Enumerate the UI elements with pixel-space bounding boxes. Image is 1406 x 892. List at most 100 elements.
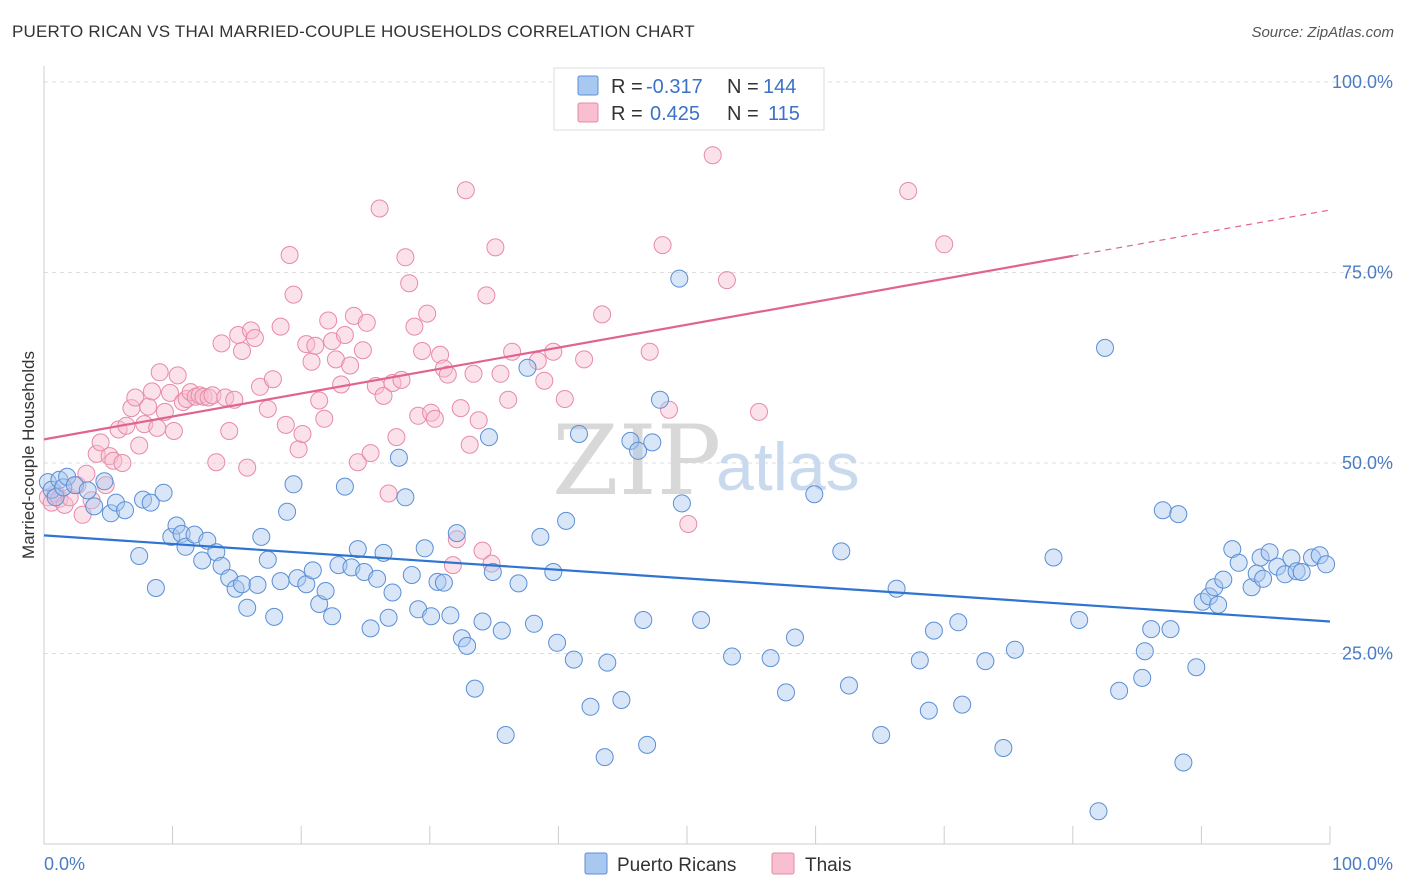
point-thai-22 [139, 397, 158, 416]
point-puerto-rican-91 [670, 269, 689, 288]
y-tick-label-2: 75.0% [1342, 263, 1393, 283]
x-tick-label-min: 0.0% [44, 854, 85, 874]
point-puerto-rican-43 [323, 607, 342, 626]
point-puerto-rican-104 [919, 701, 938, 720]
point-thai-118 [899, 182, 918, 200]
legend-r-label-pink: R = [611, 103, 643, 125]
point-puerto-rican-121 [1169, 505, 1188, 524]
point-puerto-rican-126 [1205, 578, 1224, 597]
point-puerto-rican-59 [422, 607, 441, 626]
point-thai-94 [456, 181, 475, 200]
point-thai-53 [280, 246, 299, 264]
point-thai-107 [544, 342, 563, 361]
bottom-legend-label-puerto-ricans: Puerto Ricans [617, 855, 736, 876]
point-thai-95 [460, 435, 479, 454]
point-puerto-rican-94 [723, 647, 741, 666]
point-puerto-rican-139 [1287, 562, 1306, 581]
point-thai-103 [499, 390, 518, 409]
point-puerto-rican-9 [95, 472, 114, 491]
trendline-thais [43, 254, 1073, 441]
point-puerto-rican-85 [621, 431, 640, 450]
point-thai-66 [335, 326, 354, 344]
point-thai-45 [238, 458, 257, 477]
bottom-legend-swatch-blue [584, 852, 608, 875]
trendlines [43, 209, 1331, 623]
point-thai-49 [258, 399, 277, 418]
point-puerto-rican-41 [310, 595, 329, 613]
point-thai-106 [535, 371, 554, 390]
x-tick-labels: 0.0% 100.0% [44, 854, 1393, 874]
point-puerto-rican-53 [383, 583, 402, 602]
point-puerto-rican-81 [581, 697, 600, 716]
point-puerto-rican-122 [1174, 753, 1193, 772]
point-puerto-rican-35 [271, 572, 290, 591]
point-puerto-rican-140 [1292, 563, 1311, 581]
bottom-legend-swatch-pink [771, 852, 795, 875]
point-thai-51 [271, 317, 290, 336]
point-puerto-rican-117 [1135, 642, 1154, 661]
point-puerto-rican-105 [924, 621, 943, 640]
point-puerto-rican-123 [1187, 658, 1206, 677]
point-puerto-rican-31 [248, 575, 267, 594]
legend-bottom: Puerto Ricans Thais [584, 852, 851, 876]
chart-source: Source: ZipAtlas.com [1251, 24, 1394, 41]
point-thai-71 [357, 313, 376, 332]
point-thai-116 [717, 271, 736, 290]
chart-title: PUERTO RICAN VS THAI MARRIED-COUPLE HOUS… [12, 22, 695, 41]
legend-n-label-pink: N = [727, 103, 759, 125]
legend-r-label-blue: R = [611, 76, 643, 98]
point-puerto-rican-114 [1096, 338, 1114, 357]
point-puerto-rican-45 [335, 477, 354, 496]
point-thai-110 [593, 305, 612, 324]
point-puerto-rican-75 [531, 527, 550, 546]
point-puerto-rican-89 [643, 433, 662, 452]
point-puerto-rican-110 [1005, 640, 1024, 659]
point-puerto-rican-109 [994, 739, 1013, 757]
point-thai-50 [263, 370, 282, 389]
point-thai-24 [148, 418, 167, 437]
point-thai-35 [194, 387, 213, 406]
point-puerto-rican-36 [278, 502, 297, 521]
point-puerto-rican-33 [258, 550, 277, 569]
point-thai-91 [443, 556, 462, 575]
point-puerto-rican-71 [496, 726, 515, 744]
point-thai-74 [370, 199, 389, 218]
point-puerto-rican-84 [612, 691, 631, 709]
point-thai-61 [315, 409, 334, 428]
point-thai-23 [143, 382, 161, 401]
point-puerto-rican-82 [595, 748, 614, 767]
point-thai-113 [660, 400, 678, 419]
point-thai-93 [451, 399, 470, 418]
bottom-legend-label-thais: Thais [805, 855, 851, 876]
point-thai-81 [400, 274, 419, 293]
point-thai-85 [418, 304, 437, 323]
point-puerto-rican-19 [167, 516, 186, 535]
point-puerto-rican-30 [238, 598, 257, 617]
point-thai-76 [379, 484, 398, 503]
point-thai-62 [319, 311, 338, 330]
point-puerto-rican-93 [692, 611, 711, 629]
point-thai-112 [653, 236, 672, 255]
point-puerto-rican-67 [473, 612, 492, 631]
point-thai-109 [575, 350, 594, 369]
point-puerto-rican-28 [226, 579, 245, 598]
legend-r-value-blue: -0.317 [646, 76, 703, 98]
point-thai-102 [491, 364, 510, 383]
point-thai-119 [935, 235, 954, 254]
point-puerto-rican-29 [233, 575, 251, 594]
point-puerto-rican-4 [54, 478, 73, 497]
point-thai-54 [284, 285, 303, 304]
point-puerto-rican-60 [428, 572, 447, 591]
point-thai-117 [750, 402, 768, 421]
point-puerto-rican-10 [101, 504, 120, 523]
point-thai-111 [640, 342, 659, 361]
point-puerto-rican-47 [348, 540, 367, 559]
point-puerto-rican-78 [557, 511, 576, 530]
point-puerto-rican-101 [872, 726, 891, 744]
point-thai-47 [245, 329, 264, 347]
y-tick-label-3: 100.0% [1332, 72, 1393, 92]
point-thai-84 [413, 342, 432, 360]
axes [43, 66, 1331, 845]
point-puerto-rican-130 [1229, 553, 1248, 572]
